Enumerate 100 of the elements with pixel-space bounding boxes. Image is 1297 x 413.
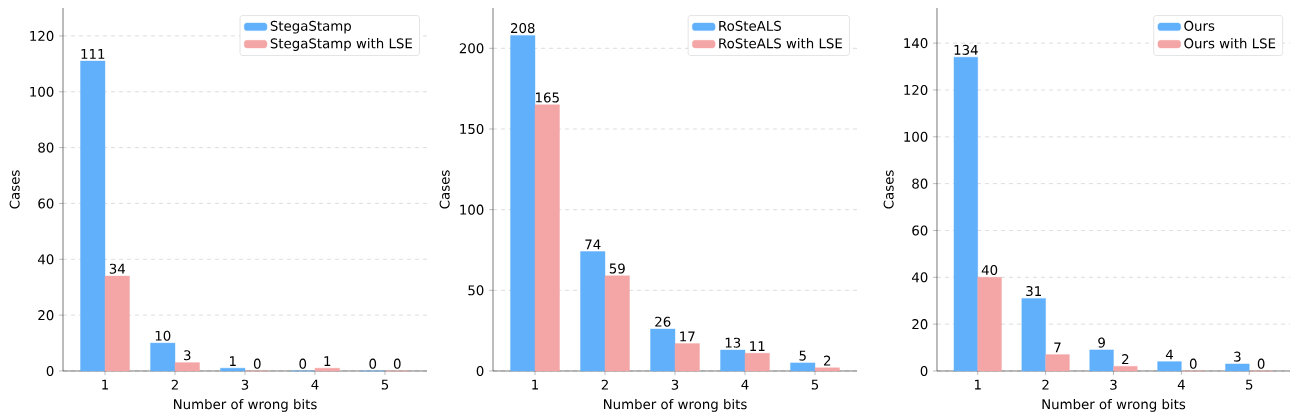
data-label: 0: [369, 358, 377, 369]
bar: [790, 362, 816, 372]
x-tick-label: 2: [171, 379, 178, 390]
data-label: 34: [109, 263, 125, 274]
y-tick-label: 60: [912, 225, 928, 236]
bar: [150, 342, 176, 372]
data-label: 59: [609, 263, 625, 274]
legend-label: StegaStamp with LSE: [270, 38, 412, 51]
x-tick-label: 3: [1110, 379, 1117, 390]
data-label: 5: [799, 350, 806, 361]
bar: [1045, 354, 1070, 372]
x-tick-label: 3: [241, 379, 249, 390]
legend-label: RoSteALS with LSE: [719, 38, 842, 49]
bar: [1225, 363, 1250, 372]
y-axis-title: Cases: [883, 170, 894, 209]
bar: [744, 353, 770, 372]
x-tick-label: 1: [974, 379, 981, 390]
data-label: 40: [981, 264, 998, 276]
data-label: 0: [1189, 358, 1197, 369]
bar: [1089, 349, 1114, 372]
data-label: 11: [750, 341, 765, 351]
bar: [510, 35, 536, 372]
data-label: 134: [954, 44, 978, 55]
legend-label: StegaStamp: [270, 20, 351, 34]
y-tick-label: 20: [38, 310, 54, 321]
data-label: 10: [155, 330, 171, 341]
data-label: 0: [1257, 358, 1265, 369]
y-tick-label: 120: [904, 84, 928, 95]
y-tick-label: 40: [37, 254, 54, 265]
data-label: 0: [299, 358, 307, 369]
y-tick-label: 0: [46, 365, 54, 377]
y-tick-label: 20: [912, 319, 928, 330]
x-tick-label: 4: [311, 379, 319, 390]
x-tick-label: 2: [601, 379, 608, 390]
y-tick-label: 200: [459, 43, 484, 54]
data-label: 9: [1098, 337, 1105, 348]
bar: [1021, 298, 1046, 372]
data-label: 2: [823, 355, 831, 366]
bar: [977, 277, 1002, 372]
legend-label: Ours with LSE: [1184, 38, 1276, 49]
y-tick-label: 60: [38, 198, 54, 209]
y-tick-label: 100: [904, 131, 928, 142]
data-label: 0: [253, 358, 261, 369]
data-label: 208: [511, 23, 535, 34]
data-label: 165: [536, 92, 559, 103]
x-axis-title: Number of wrong bits: [604, 398, 747, 412]
data-label: 3: [184, 350, 191, 361]
bar: [580, 251, 606, 372]
data-label: 13: [725, 337, 741, 348]
y-tick-label: 100: [30, 86, 54, 97]
x-tick-label: 1: [102, 379, 109, 390]
x-tick-label: 5: [381, 379, 389, 390]
data-label: 0: [393, 358, 401, 369]
x-axis-title: Number of wrong bits: [1042, 398, 1186, 412]
legend-label: RoSteALS: [719, 20, 781, 31]
y-tick-label: 40: [911, 272, 928, 283]
y-tick-label: 80: [38, 142, 54, 153]
x-tick-label: 1: [532, 379, 539, 390]
y-tick-label: 0: [920, 365, 928, 377]
x-tick-label: 5: [811, 379, 819, 390]
x-tick-label: 3: [671, 379, 679, 390]
y-tick-label: 50: [468, 285, 484, 296]
data-label: 74: [585, 239, 601, 250]
data-label: 2: [1122, 354, 1129, 365]
data-label: 7: [1054, 342, 1061, 353]
y-tick-label: 100: [460, 204, 484, 215]
bar: [80, 60, 106, 372]
bar: [674, 343, 700, 372]
data-label: 3: [1234, 351, 1241, 362]
bar: [220, 367, 246, 372]
y-axis-title: Cases: [9, 170, 20, 209]
bar: [720, 349, 746, 372]
data-label: 111: [81, 49, 105, 59]
data-label: 26: [655, 316, 671, 327]
bar: [104, 275, 130, 372]
bar: [1113, 366, 1138, 372]
data-label: 4: [1165, 349, 1173, 360]
bar: [650, 328, 676, 372]
y-tick-label: 140: [904, 38, 928, 49]
y-tick-label: 120: [30, 30, 54, 41]
data-label: 17: [680, 331, 695, 342]
bar: [953, 56, 978, 372]
x-tick-label: 5: [1246, 379, 1253, 390]
y-tick-label: 150: [460, 123, 484, 135]
y-tick-label: 80: [912, 178, 928, 189]
bar: [814, 367, 840, 372]
legend-label: Ours: [1184, 20, 1215, 31]
data-label: 1: [324, 356, 331, 366]
bar: [604, 275, 630, 372]
data-label: 31: [1026, 286, 1041, 297]
x-axis-title: Number of wrong bits: [174, 398, 317, 412]
data-label: 1: [229, 356, 236, 366]
bar: [174, 362, 200, 372]
bar: [1157, 361, 1182, 372]
x-tick-label: 2: [1042, 379, 1049, 390]
bar: [534, 104, 560, 372]
x-tick-label: 4: [741, 379, 749, 390]
y-tick-label: 0: [476, 365, 484, 377]
bar: [314, 367, 340, 372]
y-axis-title: Cases: [439, 170, 450, 209]
